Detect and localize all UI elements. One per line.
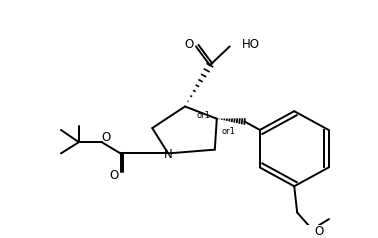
Text: or1: or1 [197, 111, 211, 120]
Text: O: O [314, 225, 324, 238]
Text: O: O [184, 38, 194, 51]
Text: HO: HO [242, 38, 260, 51]
Text: O: O [109, 169, 118, 182]
Text: O: O [101, 131, 110, 144]
Text: N: N [164, 148, 172, 161]
Text: or1: or1 [222, 127, 235, 136]
